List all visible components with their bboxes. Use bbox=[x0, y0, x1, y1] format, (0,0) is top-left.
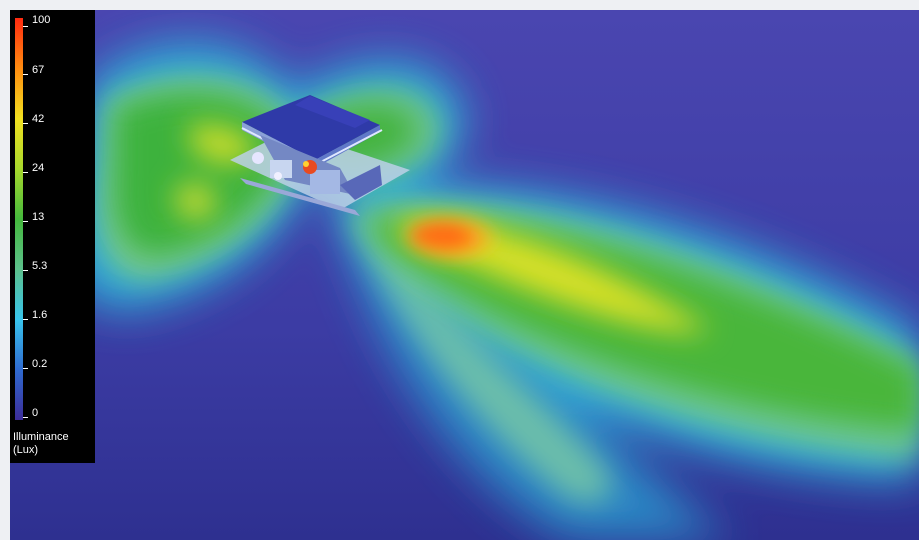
legend-tick-label: 13 bbox=[32, 211, 45, 223]
legend-tick bbox=[23, 319, 28, 320]
illuminance-heatmap bbox=[10, 10, 919, 540]
illuminance-legend: 100 67 42 24 13 5.3 1.6 0.2 0 Illuminanc… bbox=[10, 10, 95, 463]
color-scale-bar bbox=[15, 18, 23, 420]
legend-tick-label: 42 bbox=[32, 113, 45, 125]
legend-tick bbox=[23, 26, 28, 27]
legend-tick bbox=[23, 172, 28, 173]
legend-tick-label: 0 bbox=[32, 407, 39, 419]
legend-title: Illuminance bbox=[13, 431, 69, 443]
legend-tick bbox=[23, 123, 28, 124]
legend-tick-label: 1.6 bbox=[32, 309, 48, 321]
legend-tick-label: 5.3 bbox=[32, 260, 48, 272]
legend-tick-label: 0.2 bbox=[32, 358, 48, 370]
legend-tick bbox=[23, 368, 28, 369]
illuminance-simulation-render bbox=[10, 10, 919, 540]
legend-tick bbox=[23, 74, 28, 75]
legend-tick bbox=[23, 221, 28, 222]
legend-unit: (Lux) bbox=[13, 444, 39, 456]
legend-tick-label: 100 bbox=[32, 14, 51, 26]
legend-tick-label: 24 bbox=[32, 162, 45, 174]
legend-tick bbox=[23, 417, 28, 418]
vehicle-model bbox=[230, 95, 410, 216]
legend-tick bbox=[23, 270, 28, 271]
legend-tick-label: 67 bbox=[32, 64, 45, 76]
